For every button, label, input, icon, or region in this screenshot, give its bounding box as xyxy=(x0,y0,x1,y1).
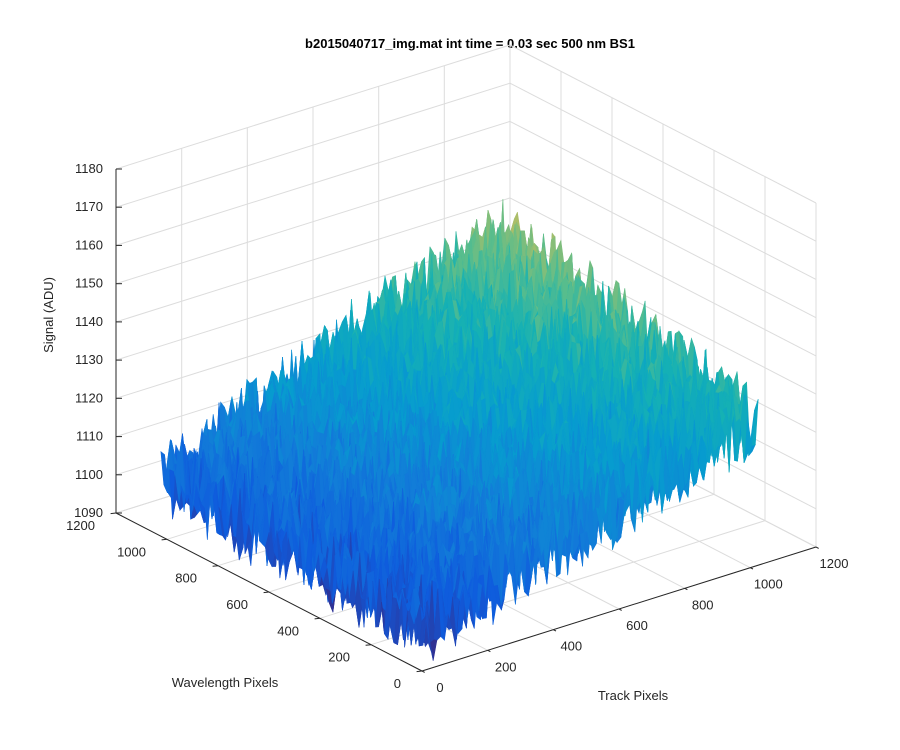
side-wall-grid-line xyxy=(509,159,817,319)
back-wall-grid-line xyxy=(115,197,511,323)
surface-facet xyxy=(751,399,759,446)
back-wall-grid-line xyxy=(115,159,511,285)
back-wall-grid-line xyxy=(115,120,511,246)
side-wall-grid-line xyxy=(509,120,817,280)
surface-mesh xyxy=(160,199,759,661)
back-wall-grid-line xyxy=(115,82,511,208)
side-wall-grid-line xyxy=(509,82,817,242)
side-wall-grid-line xyxy=(509,44,817,204)
chart-title: b2015040717_img.mat int time = 0.03 sec … xyxy=(305,36,635,51)
back-wall-grid-line xyxy=(115,44,511,170)
side-wall-grid-line xyxy=(509,197,817,357)
